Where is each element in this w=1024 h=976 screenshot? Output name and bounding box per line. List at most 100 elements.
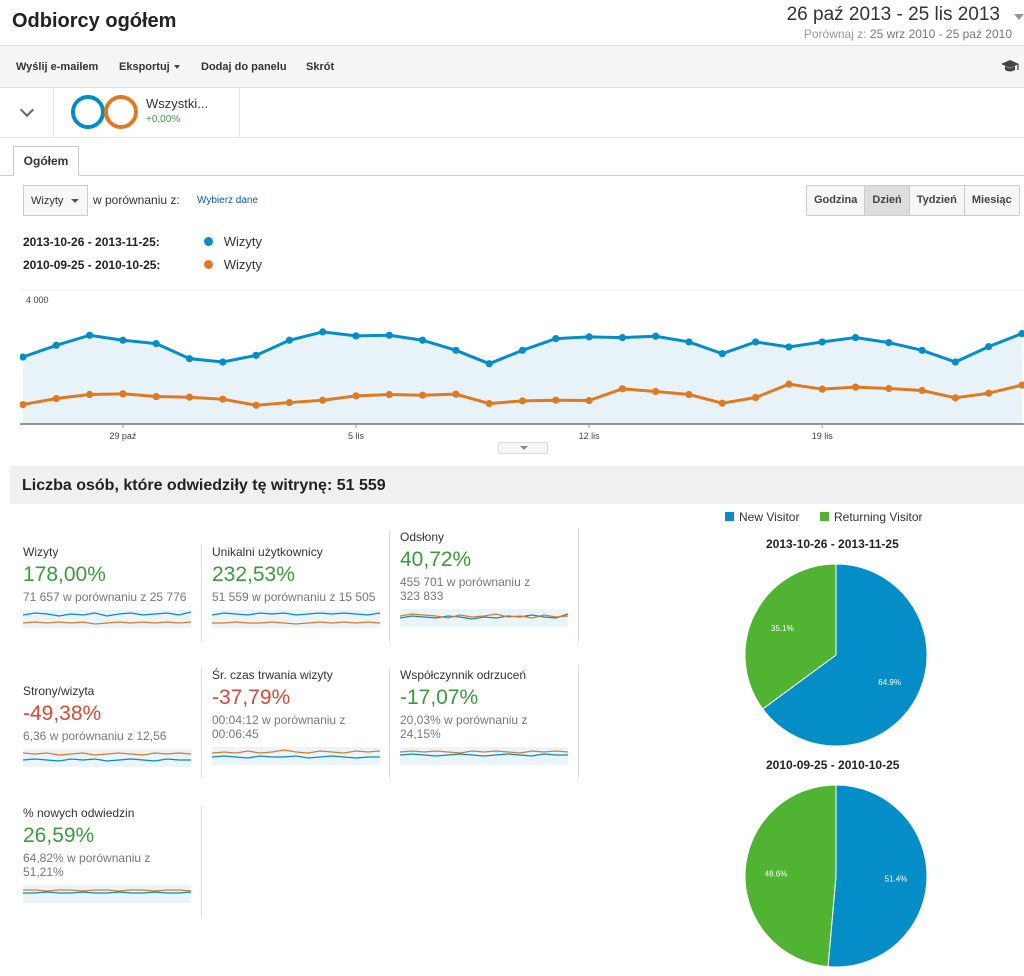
legend-swatch-icon <box>820 512 829 521</box>
data-point[interactable] <box>885 384 893 393</box>
data-point[interactable] <box>1018 329 1024 338</box>
data-point[interactable] <box>185 355 194 363</box>
data-point[interactable] <box>119 390 127 398</box>
data-point[interactable] <box>752 338 760 346</box>
tile-divider <box>389 530 390 642</box>
metric-tile-bounce-rate[interactable]: Współczynnik odrzuceń -17,07% 20,03% w p… <box>400 668 590 765</box>
pie-slice[interactable] <box>744 563 837 710</box>
data-point[interactable] <box>152 392 160 401</box>
week-button[interactable]: Tydzień <box>909 186 965 215</box>
data-point[interactable] <box>851 383 860 391</box>
data-point[interactable] <box>818 338 826 346</box>
export-label: Eksportuj <box>119 61 170 73</box>
data-point[interactable] <box>618 385 627 393</box>
data-point[interactable] <box>252 351 260 359</box>
data-point[interactable] <box>319 396 327 404</box>
metric-tile-new-visits[interactable]: % nowych odwiedzin 26,59% 64,82% w porów… <box>23 806 213 903</box>
data-point[interactable] <box>86 390 94 399</box>
metric-tile-unique-users[interactable]: Unikalni użytkownicy 232,53% 51 559 w po… <box>212 545 402 628</box>
data-point[interactable] <box>452 390 460 398</box>
data-point[interactable] <box>985 343 993 351</box>
data-point[interactable] <box>851 333 860 342</box>
data-point[interactable] <box>1018 381 1024 389</box>
chart-resize-handle[interactable] <box>498 442 548 454</box>
data-point[interactable] <box>219 358 227 366</box>
data-point[interactable] <box>52 394 60 403</box>
metric-select[interactable]: Wizyty <box>23 185 88 216</box>
data-point[interactable] <box>785 380 793 388</box>
date-range-dropdown-icon[interactable] <box>1014 14 1024 20</box>
data-point[interactable] <box>752 393 760 402</box>
pie-slice[interactable] <box>827 784 928 968</box>
metric-tile-avg-duration[interactable]: Śr. czas trwania wizyty -37,79% 00:04:12… <box>212 668 402 765</box>
data-point[interactable] <box>785 343 793 351</box>
data-point[interactable] <box>419 336 427 344</box>
pie-title-compare: 2010-09-25 - 2010-10-25 <box>766 758 900 772</box>
pie-slice[interactable] <box>762 563 928 747</box>
metric-tile-pages-per-visit[interactable]: Strony/wizyta -49,38% 6,36 w porównaniu … <box>23 684 213 767</box>
data-point[interactable] <box>885 338 893 347</box>
data-point[interactable] <box>252 401 260 409</box>
data-point[interactable] <box>485 360 493 368</box>
hour-button[interactable]: Godzina <box>807 186 866 215</box>
data-point[interactable] <box>319 328 327 336</box>
data-point[interactable] <box>685 390 693 399</box>
data-point[interactable] <box>86 331 94 339</box>
date-range-selector[interactable]: 26 paź 2013 - 25 lis 2013 <box>786 4 1000 25</box>
data-point[interactable] <box>285 398 293 407</box>
data-point[interactable] <box>20 353 27 361</box>
day-button[interactable]: Dzień <box>865 186 910 215</box>
data-point[interactable] <box>185 393 194 401</box>
pie-slice[interactable] <box>744 784 837 968</box>
data-point[interactable] <box>951 394 960 402</box>
data-point[interactable] <box>518 397 527 405</box>
data-point[interactable] <box>219 395 227 403</box>
pie-title-current: 2013-10-26 - 2013-11-25 <box>766 537 899 551</box>
data-point[interactable] <box>119 336 127 344</box>
data-point[interactable] <box>685 338 693 346</box>
tab-overview[interactable]: Ogółem <box>13 146 79 176</box>
tile-value: 232,53% <box>212 563 295 586</box>
x-tick-label: 5 lis <box>348 431 365 441</box>
data-point[interactable] <box>985 389 993 397</box>
data-point[interactable] <box>718 399 726 407</box>
data-point[interactable] <box>485 399 493 408</box>
data-point[interactable] <box>718 350 726 358</box>
select-data-link[interactable]: Wybierz dane <box>197 195 259 206</box>
data-point[interactable] <box>652 387 660 396</box>
data-point[interactable] <box>419 391 427 399</box>
data-point[interactable] <box>152 340 160 348</box>
metric-tile-pageviews[interactable]: Odsłony 40,72% 455 701 w porównaniu z 32… <box>400 530 590 627</box>
data-point[interactable] <box>452 346 460 354</box>
data-point[interactable] <box>585 333 593 341</box>
data-point[interactable] <box>552 396 560 404</box>
data-point[interactable] <box>951 358 960 366</box>
data-point[interactable] <box>618 333 627 342</box>
data-point[interactable] <box>518 346 527 354</box>
data-point[interactable] <box>818 385 826 393</box>
export-button[interactable]: Eksportuj <box>119 61 180 73</box>
graduation-cap-icon[interactable] <box>1000 59 1020 73</box>
data-point[interactable] <box>352 332 360 340</box>
data-point[interactable] <box>918 386 926 395</box>
data-point[interactable] <box>918 346 926 354</box>
data-point[interactable] <box>552 334 560 343</box>
tile-label: Unikalni użytkownicy <box>212 545 323 559</box>
data-point[interactable] <box>652 332 660 340</box>
shortcut-button[interactable]: Skrót <box>306 61 335 73</box>
data-point[interactable] <box>385 331 393 339</box>
add-to-dashboard-button[interactable]: Dodaj do panelu <box>201 61 287 73</box>
data-point[interactable] <box>385 390 393 399</box>
month-button[interactable]: Miesiąc <box>964 186 1019 215</box>
data-point[interactable] <box>352 392 360 400</box>
data-point[interactable] <box>585 396 593 405</box>
pie-legend-label: Returning Visitor <box>834 510 923 524</box>
data-point[interactable] <box>52 341 60 349</box>
series-area <box>23 331 1022 424</box>
data-point[interactable] <box>20 400 27 409</box>
email-button[interactable]: Wyślij e-mailem <box>16 61 99 73</box>
data-point[interactable] <box>285 336 293 344</box>
segment-toggle-button[interactable] <box>0 88 54 138</box>
metric-tile-visits[interactable]: Wizyty 178,00% 71 657 w porównaniu z 25 … <box>23 545 213 628</box>
segment-all-sessions[interactable]: Wszystki... +0,00% <box>54 88 240 138</box>
